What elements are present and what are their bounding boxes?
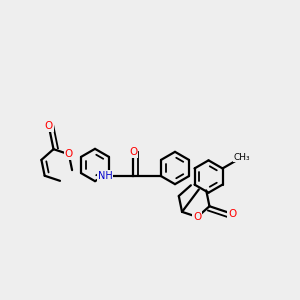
Text: O: O — [193, 212, 202, 222]
Text: NH: NH — [98, 171, 112, 181]
Text: O: O — [228, 209, 236, 219]
Text: O: O — [45, 121, 53, 131]
Text: O: O — [129, 147, 137, 157]
Text: O: O — [65, 149, 73, 159]
Text: CH₃: CH₃ — [234, 153, 250, 162]
